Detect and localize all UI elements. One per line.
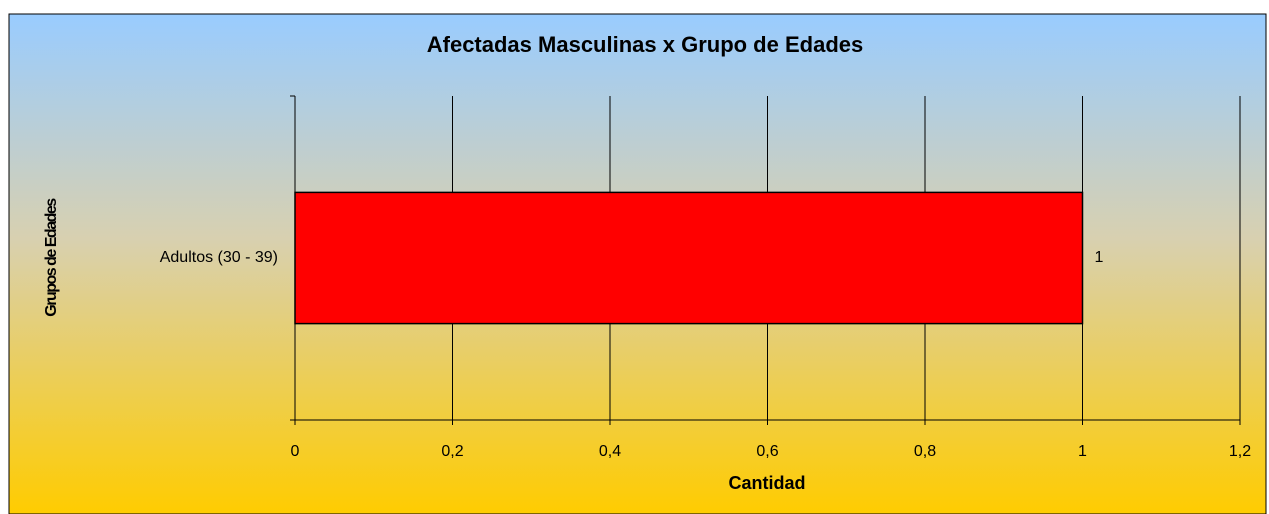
y-tick-label: Adultos (30 - 39) bbox=[160, 249, 278, 266]
chart-title: Afectadas Masculinas x Grupo de Edades bbox=[427, 32, 863, 57]
x-tick-label: 0 bbox=[291, 443, 300, 460]
x-tick-label: 0,2 bbox=[441, 443, 463, 460]
data-label: 1 bbox=[1095, 249, 1104, 266]
x-tick-label: 0,6 bbox=[756, 443, 778, 460]
x-tick-label: 1,2 bbox=[1229, 443, 1251, 460]
x-tick-label: 0,8 bbox=[914, 443, 936, 460]
x-tick-label: 1 bbox=[1078, 443, 1087, 460]
x-axis-title: Cantidad bbox=[728, 473, 805, 493]
x-tick-label: 0,4 bbox=[599, 443, 621, 460]
y-axis-title: Grupos de Edades bbox=[43, 198, 60, 317]
bar bbox=[294, 191, 1084, 325]
